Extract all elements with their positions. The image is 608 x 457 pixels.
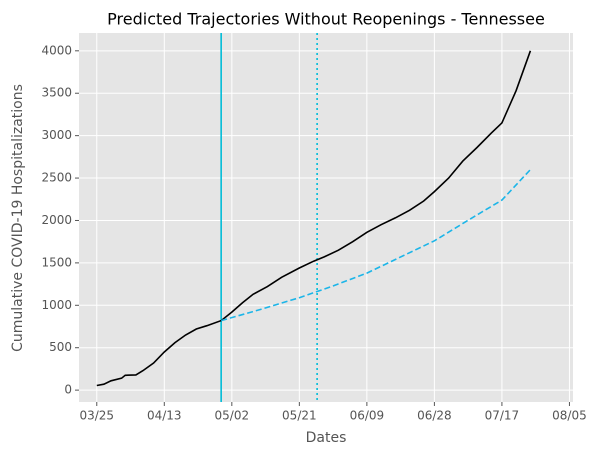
x-tick-label: 03/25	[79, 409, 114, 423]
y-tick-label: 0	[64, 383, 72, 397]
x-tick-label: 05/21	[282, 409, 317, 423]
x-axis-label: Dates	[306, 430, 347, 446]
y-tick-label: 2000	[41, 213, 72, 227]
y-tick-label: 1000	[41, 298, 72, 312]
x-tick-label: 06/28	[417, 409, 452, 423]
x-tick-label: 04/13	[147, 409, 182, 423]
plot-area	[79, 33, 573, 402]
line-series	[96, 50, 532, 387]
y-tick-label: 4000	[41, 43, 72, 57]
y-tick-label: 3500	[41, 86, 72, 100]
line-series	[220, 169, 531, 322]
x-tick-label: 05/02	[215, 409, 250, 423]
y-tick-label: 500	[49, 340, 72, 354]
y-tick-label: 1500	[41, 255, 72, 269]
y-tick-label: 2500	[41, 171, 72, 185]
x-tick-label: 08/05	[552, 409, 587, 423]
y-tick-label: 3000	[41, 128, 72, 142]
chart-title: Predicted Trajectories Without Reopening…	[107, 10, 545, 29]
x-tick-label: 06/09	[350, 409, 385, 423]
y-axis-label: Cumulative COVID-19 Hospitalizations	[10, 84, 26, 352]
x-tick-label: 07/17	[485, 409, 520, 423]
